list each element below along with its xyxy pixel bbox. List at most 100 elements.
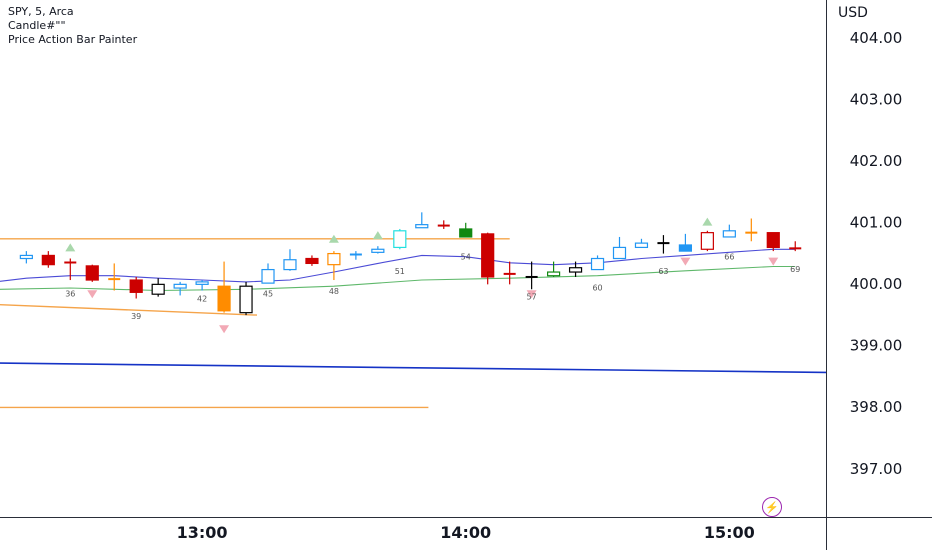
bar-number-label: 42 xyxy=(197,295,207,304)
candle-body xyxy=(678,244,693,252)
candle-body xyxy=(283,259,297,271)
candle-body xyxy=(371,248,385,253)
candle-body xyxy=(415,224,429,229)
price-tick-label[interactable]: 402.00 xyxy=(850,152,903,170)
candle-body xyxy=(393,230,407,249)
candle-body xyxy=(612,246,627,260)
candle[interactable] xyxy=(503,261,516,285)
overlay-lines xyxy=(0,238,827,409)
bar-number-label: 60 xyxy=(592,284,602,293)
candle[interactable] xyxy=(371,246,385,254)
candle[interactable] xyxy=(85,264,99,282)
price-tick-label[interactable]: 404.00 xyxy=(850,29,903,47)
price-tick-label[interactable]: 398.00 xyxy=(850,398,903,416)
candle[interactable] xyxy=(789,241,802,252)
candle-body xyxy=(590,257,605,271)
candle[interactable] xyxy=(590,255,605,271)
signal-up-marker xyxy=(65,243,76,252)
price-tick-label[interactable]: 399.00 xyxy=(850,337,903,355)
candle[interactable] xyxy=(612,236,627,260)
candle[interactable] xyxy=(217,261,231,313)
candle[interactable] xyxy=(657,235,670,254)
price-tick-label[interactable]: 403.00 xyxy=(850,90,903,108)
candle[interactable] xyxy=(722,224,736,238)
time-tick-label[interactable]: 14:00 xyxy=(440,523,491,542)
bar-number-label: 57 xyxy=(527,293,537,302)
candle-body xyxy=(19,254,33,260)
candle-body xyxy=(239,285,253,314)
bar-number-label: 45 xyxy=(263,290,273,299)
bar-number-label: 51 xyxy=(395,267,405,276)
bar-number-labels: 36 39 42 45 48 51 54 57 60 63 66 69 xyxy=(65,253,800,321)
legend-indicator-candle-count[interactable]: Candle#"" xyxy=(8,19,66,32)
candle[interactable] xyxy=(700,230,714,252)
candle-body xyxy=(261,268,275,284)
signal-down-marker xyxy=(526,290,537,299)
signal-down-marker xyxy=(87,290,98,299)
price-tick-label[interactable]: 397.00 xyxy=(850,460,903,478)
signal-down-marker xyxy=(219,325,230,334)
candle[interactable] xyxy=(173,281,187,296)
signal-markers-group xyxy=(65,217,779,334)
time-axis-labels: 13:00 14:00 15:00 xyxy=(177,523,755,542)
candle[interactable] xyxy=(64,258,77,281)
support-blue-line[interactable] xyxy=(0,362,827,374)
candle-body xyxy=(700,232,714,250)
candle[interactable] xyxy=(393,228,407,250)
bar-number-label: 63 xyxy=(658,267,668,276)
candle[interactable] xyxy=(195,280,209,291)
currency-label[interactable]: USD xyxy=(838,5,868,21)
candle[interactable] xyxy=(305,255,319,266)
chart-legend: SPY, 5, Arca Candle#"" Price Action Bar … xyxy=(8,5,137,47)
candle[interactable] xyxy=(151,278,165,297)
bar-number-label: 54 xyxy=(461,253,471,262)
time-tick-label[interactable]: 13:00 xyxy=(177,523,228,542)
ma-purple-line[interactable] xyxy=(0,248,796,283)
candle[interactable] xyxy=(546,261,561,277)
bar-number-label: 66 xyxy=(724,253,734,262)
candle[interactable] xyxy=(678,233,693,252)
candle[interactable] xyxy=(108,263,121,291)
candle[interactable] xyxy=(41,251,55,268)
candle[interactable] xyxy=(415,212,429,229)
legend-symbol[interactable]: SPY, 5, Arca xyxy=(8,5,74,18)
signal-up-marker xyxy=(328,234,339,243)
candle[interactable] xyxy=(745,218,758,242)
candle[interactable] xyxy=(525,261,538,290)
candle[interactable] xyxy=(327,251,341,281)
candle[interactable] xyxy=(459,222,473,238)
candle-body xyxy=(459,228,473,238)
price-tick-label[interactable]: 400.00 xyxy=(850,275,903,293)
candle[interactable] xyxy=(129,276,143,299)
signal-up-marker xyxy=(372,231,383,240)
candle-body xyxy=(722,230,736,238)
candle[interactable] xyxy=(19,251,33,264)
candle-body xyxy=(327,252,341,266)
candle-body xyxy=(568,267,583,273)
candle[interactable] xyxy=(283,249,297,271)
lightning-bolt-icon[interactable]: ⚡ xyxy=(762,497,782,517)
price-axis-labels: 404.00 403.00 402.00 401.00 400.00 399.00 398.… xyxy=(850,29,903,478)
candle[interactable] xyxy=(261,263,275,284)
ma-green-line[interactable] xyxy=(0,265,796,292)
candle-body xyxy=(217,285,231,312)
bar-number-label: 36 xyxy=(65,290,75,299)
candle[interactable] xyxy=(634,238,649,249)
candle[interactable] xyxy=(437,220,450,229)
candle[interactable] xyxy=(766,232,780,252)
signal-down-marker xyxy=(680,257,691,266)
candle[interactable] xyxy=(481,232,495,285)
candle-body xyxy=(195,281,209,285)
time-tick-label[interactable]: 15:00 xyxy=(704,523,755,542)
price-tick-label[interactable]: 401.00 xyxy=(850,214,903,232)
candle[interactable] xyxy=(349,251,362,260)
candle-body xyxy=(129,279,143,293)
candle[interactable] xyxy=(239,281,253,316)
level-orange-line[interactable] xyxy=(0,304,258,316)
candle[interactable] xyxy=(568,261,583,277)
candle-body xyxy=(41,254,55,266)
candle-body xyxy=(305,257,319,265)
legend-indicator-bar-painter[interactable]: Price Action Bar Painter xyxy=(8,33,138,46)
